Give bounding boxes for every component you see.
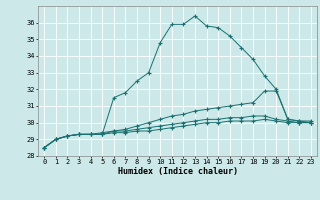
X-axis label: Humidex (Indice chaleur): Humidex (Indice chaleur) xyxy=(118,167,238,176)
